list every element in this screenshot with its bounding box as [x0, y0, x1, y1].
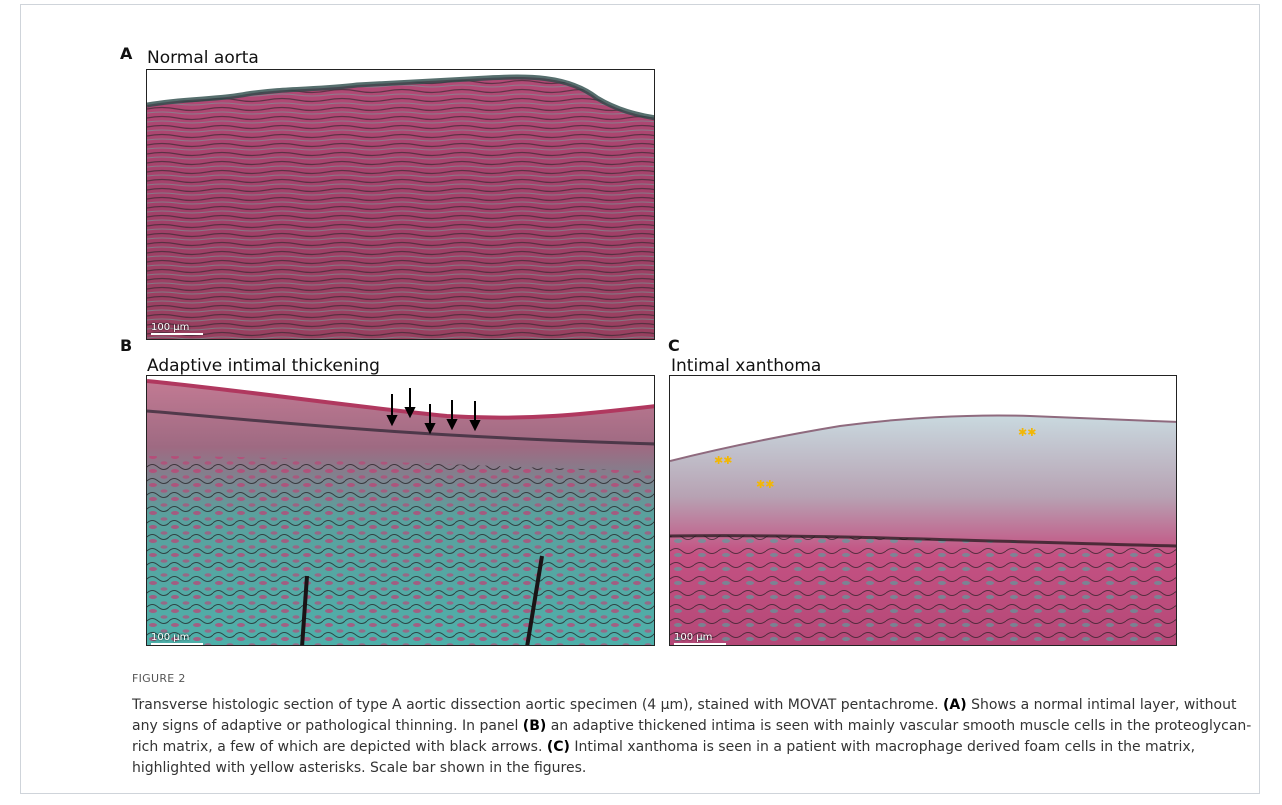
panel-b-title: Adaptive intimal thickening [147, 356, 380, 376]
panel-a-title: Normal aorta [147, 48, 259, 68]
panel-b-micrograph: 100 μm [146, 375, 655, 646]
panel-c-title: Intimal xanthoma [671, 356, 822, 376]
panel-c-letter: C [668, 336, 680, 355]
caption-ref-b: (B) [522, 718, 547, 734]
figure-caption: Transverse histologic section of type A … [132, 695, 1252, 779]
caption-intro: Transverse histologic section of type A … [132, 697, 943, 713]
figure-label: FIGURE 2 [132, 672, 186, 685]
caption-text-b: an adaptive thickened intima is seen wit… [132, 718, 1252, 755]
caption-text-c: Intimal xanthoma is seen in a patient wi… [132, 739, 1196, 776]
panel-c-scale-bar: 100 μm [674, 632, 727, 645]
panel-a-letter: A [120, 44, 133, 63]
panel-b-scale-bar: 100 μm [151, 632, 204, 645]
arrow-group [386, 388, 481, 435]
svg-text:✱✱: ✱✱ [714, 454, 732, 467]
caption-text-a: Shows a normal intimal layer, without an… [132, 697, 1237, 734]
svg-text:✱✱: ✱✱ [756, 478, 774, 491]
caption-ref-c: (C) [546, 739, 570, 755]
panel-c-micrograph: ✱✱ ✱✱ ✱✱ 100 μm [669, 375, 1177, 646]
asterisk-group: ✱✱ ✱✱ ✱✱ [714, 426, 1036, 491]
panel-b-letter: B [120, 336, 133, 355]
svg-text:✱✱: ✱✱ [1018, 426, 1036, 439]
panel-a-micrograph: 100 μm [146, 69, 655, 340]
caption-ref-a: (A) [942, 697, 967, 713]
figure-frame [20, 4, 1260, 794]
panel-a-scale-bar: 100 μm [151, 322, 204, 335]
